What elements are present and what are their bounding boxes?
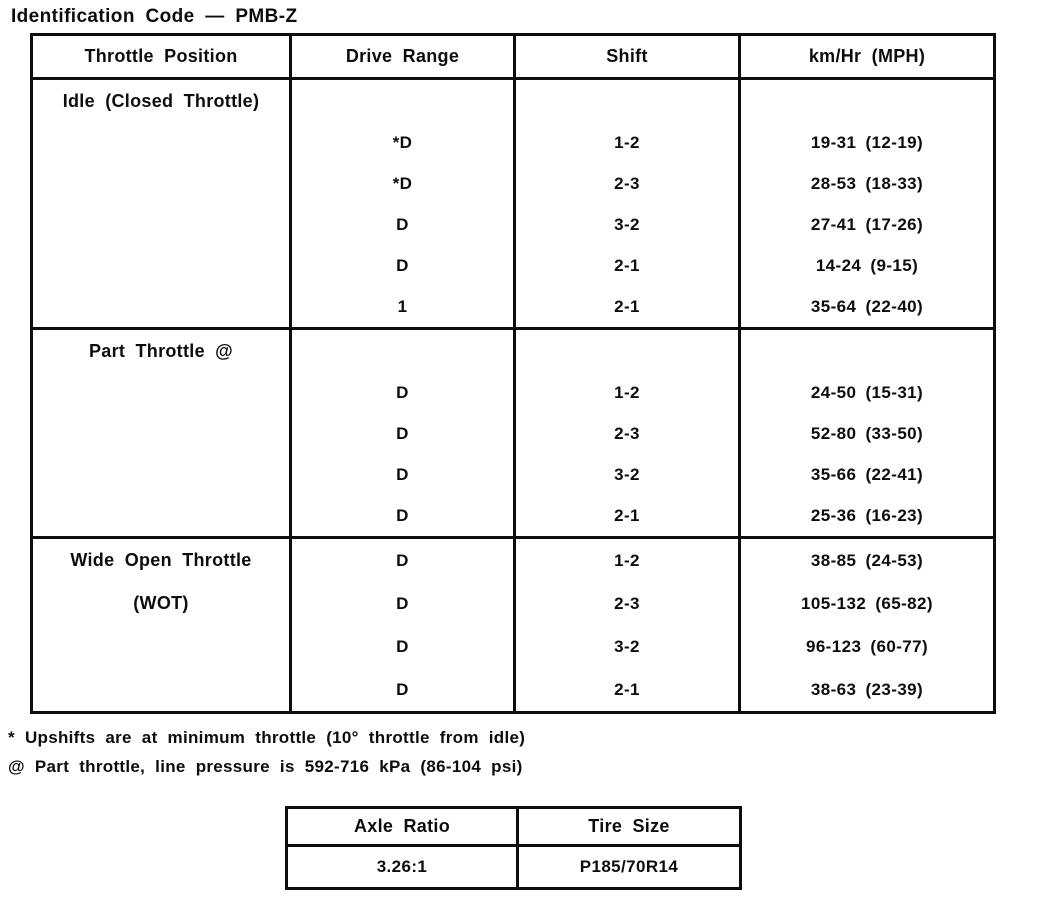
speed-cell: 35-64 (22-40) — [810, 296, 924, 316]
footnote-line-pressure: @ Part throttle, line pressure is 592-71… — [8, 757, 523, 776]
section-label-idle: Idle (Closed Throttle) — [62, 90, 260, 111]
spec-table-header-row: Axle Ratio Tire Size — [288, 809, 739, 847]
axle-ratio-value: 3.26:1 — [288, 847, 519, 887]
section-label-wot-abbrev: (WOT) — [133, 593, 189, 613]
section-label-wot: Wide Open Throttle — [70, 550, 252, 570]
drive-range-cell: D — [396, 214, 409, 234]
shift-cell: 3-2 — [614, 464, 640, 484]
column-header-throttle-position: Throttle Position — [33, 36, 292, 77]
shift-cell: 3-2 — [614, 214, 640, 234]
drive-range-cell: *D — [392, 132, 413, 152]
drive-range-cell: D — [396, 423, 409, 443]
drive-range-cell: 1 — [397, 296, 408, 316]
speed-cell: 105-132 (65-82) — [801, 593, 933, 613]
speed-cell: 19-31 (12-19) — [810, 132, 924, 152]
speed-cell: 25-36 (16-23) — [810, 505, 924, 525]
table-section-part-throttle: Part Throttle @ D D D D 1-2 2-3 3-2 2-1 … — [33, 330, 993, 539]
shift-speed-table: Throttle Position Drive Range Shift km/H… — [30, 33, 996, 714]
spec-table-value-row: 3.26:1 P185/70R14 — [288, 847, 739, 887]
shift-cell: 2-3 — [614, 423, 640, 443]
shift-cell: 2-1 — [614, 255, 640, 275]
speed-cell: 28-53 (18-33) — [810, 173, 924, 193]
spacer — [516, 330, 738, 372]
drive-range-cell: D — [396, 679, 409, 699]
drive-range-cell: D — [396, 636, 409, 656]
speed-cell: 24-50 (15-31) — [810, 382, 924, 402]
shift-cell: 2-3 — [614, 593, 640, 613]
speed-cell: 27-41 (17-26) — [810, 214, 924, 234]
page-title: Identification Code — PMB-Z — [11, 6, 298, 27]
drive-range-cell: D — [396, 593, 409, 613]
speed-cell: 38-63 (23-39) — [810, 679, 924, 699]
drive-range-cell: D — [396, 550, 409, 570]
section-label-part-throttle: Part Throttle @ — [88, 340, 234, 361]
shift-cell: 1-2 — [614, 382, 640, 402]
drive-range-cell: D — [396, 464, 409, 484]
spacer — [292, 330, 513, 372]
footnote-upshift: * Upshifts are at minimum throttle (10° … — [8, 728, 526, 747]
shift-cell: 2-3 — [614, 173, 640, 193]
column-header-tire-size: Tire Size — [588, 816, 670, 836]
tire-size-value: P185/70R14 — [579, 857, 679, 876]
shift-cell: 1-2 — [614, 132, 640, 152]
shift-cell: 1-2 — [614, 550, 640, 570]
column-header-speed: km/Hr (MPH) — [808, 46, 926, 66]
table-section-wot: Wide Open Throttle (WOT) D D D D 1-2 2-3… — [33, 539, 993, 711]
spacer — [741, 80, 993, 122]
drive-range-cell: D — [396, 255, 409, 275]
column-header-shift: Shift — [516, 36, 741, 77]
speed-cell: 52-80 (33-50) — [810, 423, 924, 443]
spacer — [516, 80, 738, 122]
drive-range-cell: D — [396, 505, 409, 525]
speed-cell: 38-85 (24-53) — [810, 550, 924, 570]
spacer — [292, 80, 513, 122]
axle-tire-spec-table: Axle Ratio Tire Size 3.26:1 P185/70R14 — [285, 806, 742, 890]
speed-cell: 14-24 (9-15) — [815, 255, 919, 275]
table-header-row: Throttle Position Drive Range Shift km/H… — [33, 36, 993, 80]
shift-cell: 2-1 — [614, 679, 640, 699]
shift-cell: 3-2 — [614, 636, 640, 656]
speed-cell: 96-123 (60-77) — [805, 636, 929, 656]
shift-cell: 2-1 — [614, 296, 640, 316]
spacer — [741, 330, 993, 372]
drive-range-cell: D — [396, 382, 409, 402]
speed-cell: 35-66 (22-41) — [810, 464, 924, 484]
drive-range-cell: *D — [392, 173, 413, 193]
shift-cell: 2-1 — [614, 505, 640, 525]
column-header-axle-ratio: Axle Ratio — [288, 809, 519, 844]
table-section-idle: Idle (Closed Throttle) *D *D D D 1 1-2 2… — [33, 80, 993, 330]
column-header-drive-range: Drive Range — [292, 36, 516, 77]
